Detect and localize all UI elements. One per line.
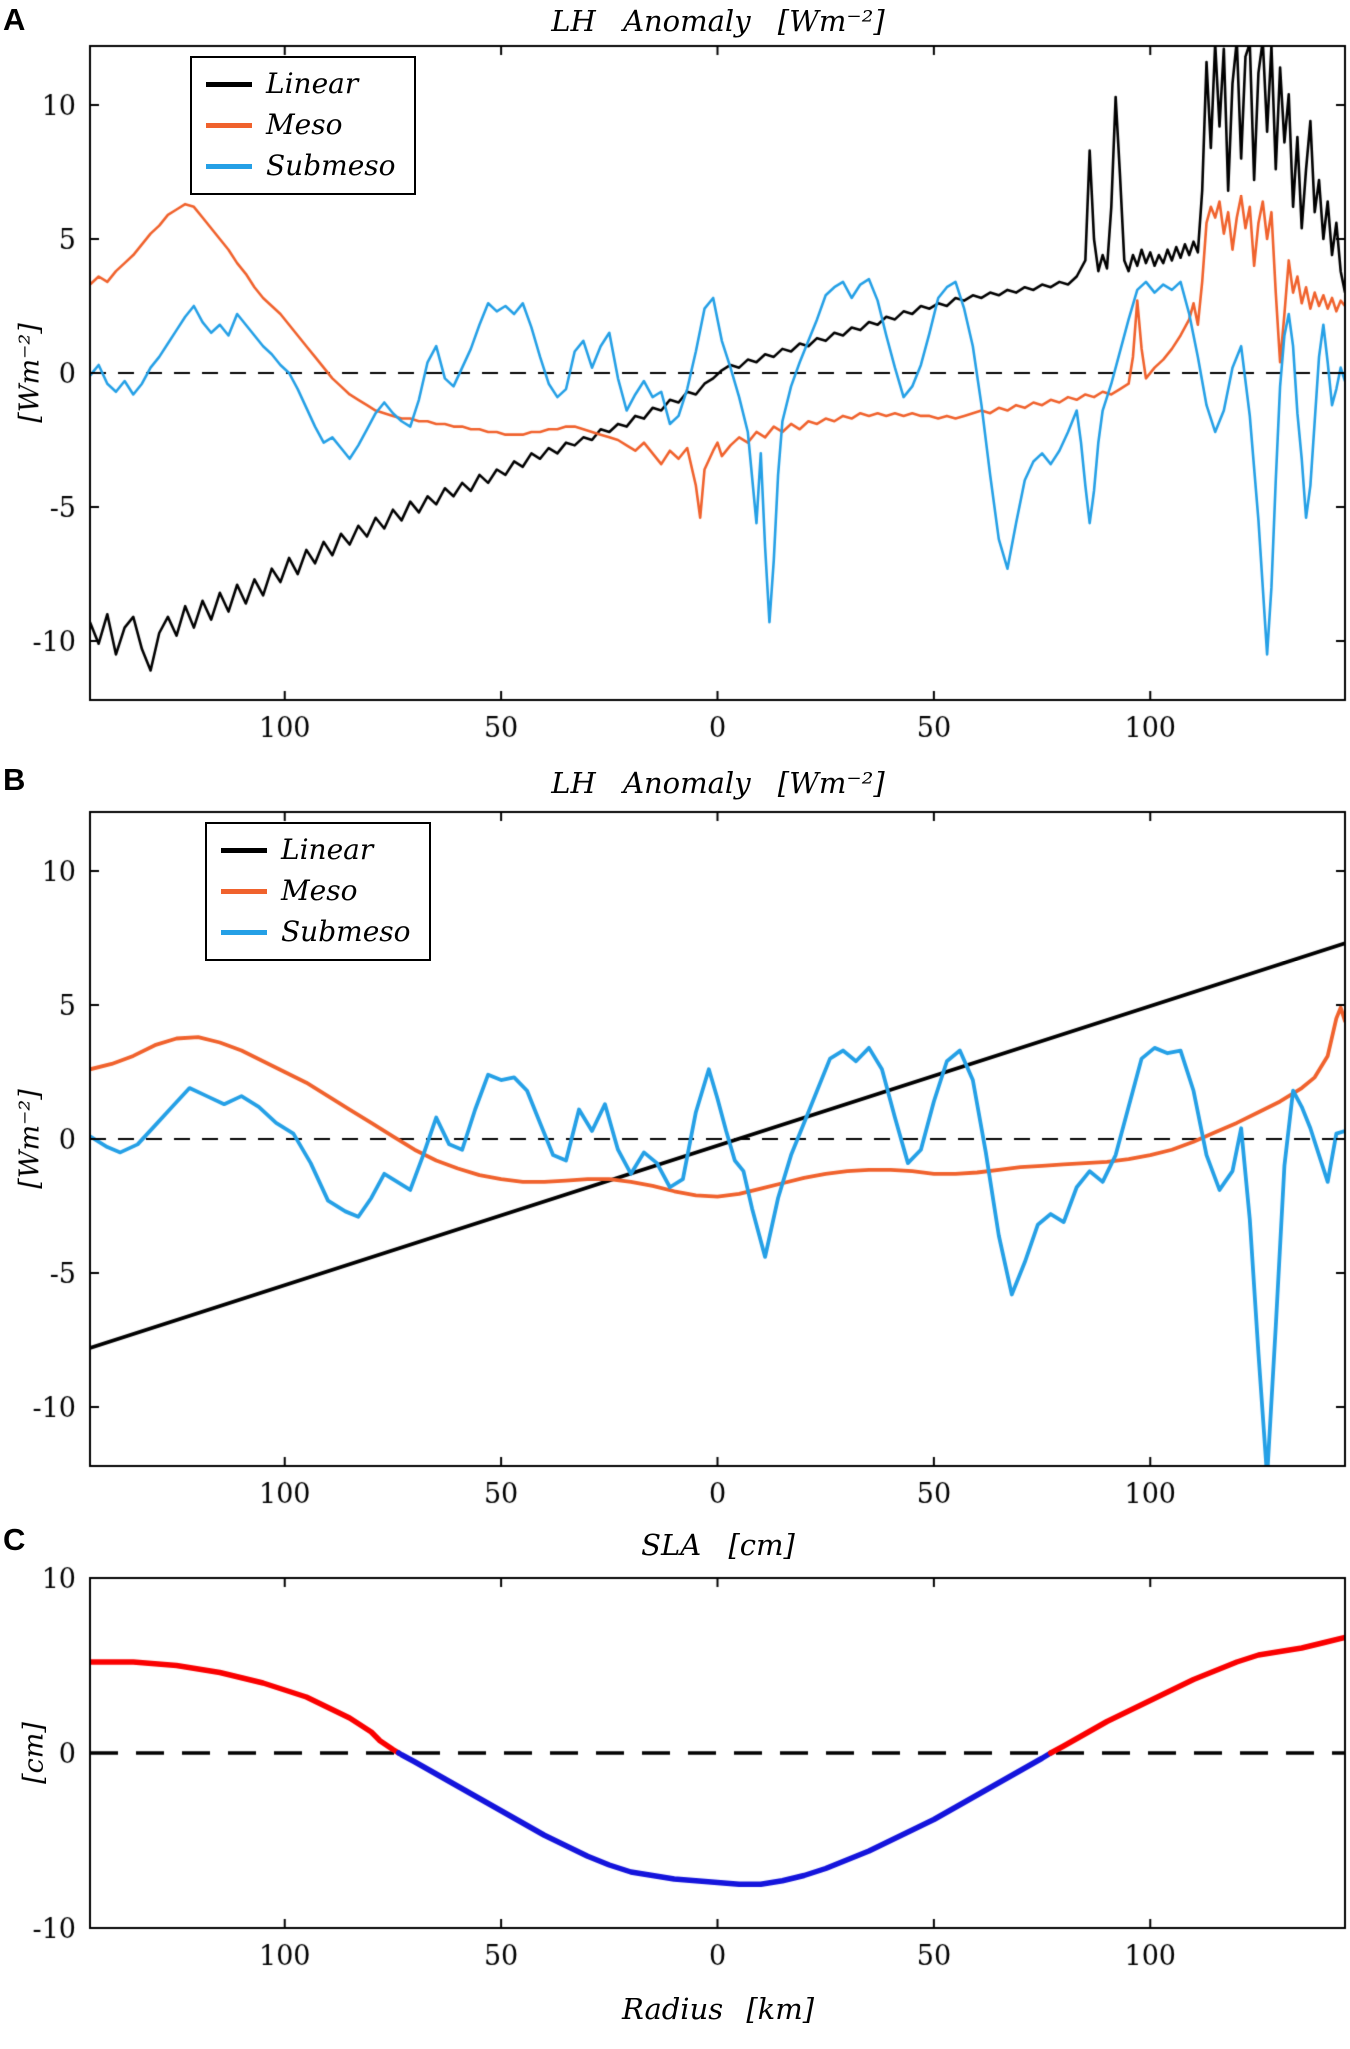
panel-b-ylabel: [Wm⁻²] [14,1089,46,1189]
submeso-line-swatch [221,929,267,935]
legend-label-linear: Linear [281,833,374,866]
legend-item-linear: Linear [206,67,396,100]
linear-line-swatch [221,847,267,853]
panel-a-letter: A [3,2,26,37]
legend-label-linear: Linear [266,67,359,100]
legend-label-meso: Meso [266,108,343,142]
meso-line-swatch [221,888,267,894]
linear-line-swatch [206,81,252,87]
panel-b-title: LH Anomaly [Wm⁻²] [551,766,885,800]
panel-c-title: SLA [cm] [641,1528,795,1562]
legend-item-submeso: Submeso [221,916,411,948]
panel-a-legend: Linear Meso Submeso [190,56,416,195]
legend-label-meso: Meso [281,874,358,908]
panel-b-legend: Linear Meso Submeso [205,822,431,961]
legend-item-linear: Linear [221,833,411,866]
panel-b-letter: B [3,762,26,797]
submeso-line-swatch [206,163,252,169]
legend-label-submeso: Submeso [266,149,396,183]
meso-line-swatch [206,122,252,128]
panel-c-letter: C [3,1522,26,1557]
panel-a-ylabel: [Wm⁻²] [14,323,46,423]
panel-c-ylabel: [cm] [18,1722,50,1784]
legend-label-submeso: Submeso [281,915,411,949]
panel-a-title: LH Anomaly [Wm⁻²] [551,4,885,38]
panel-c-canvas [0,1520,1350,2049]
panel-c-xlabel: Radius [km] [621,1992,815,2026]
panel-b-canvas [0,760,1350,1520]
legend-item-meso: Meso [221,874,411,908]
legend-item-meso: Meso [206,108,396,142]
legend-item-submeso: Submeso [206,150,396,182]
